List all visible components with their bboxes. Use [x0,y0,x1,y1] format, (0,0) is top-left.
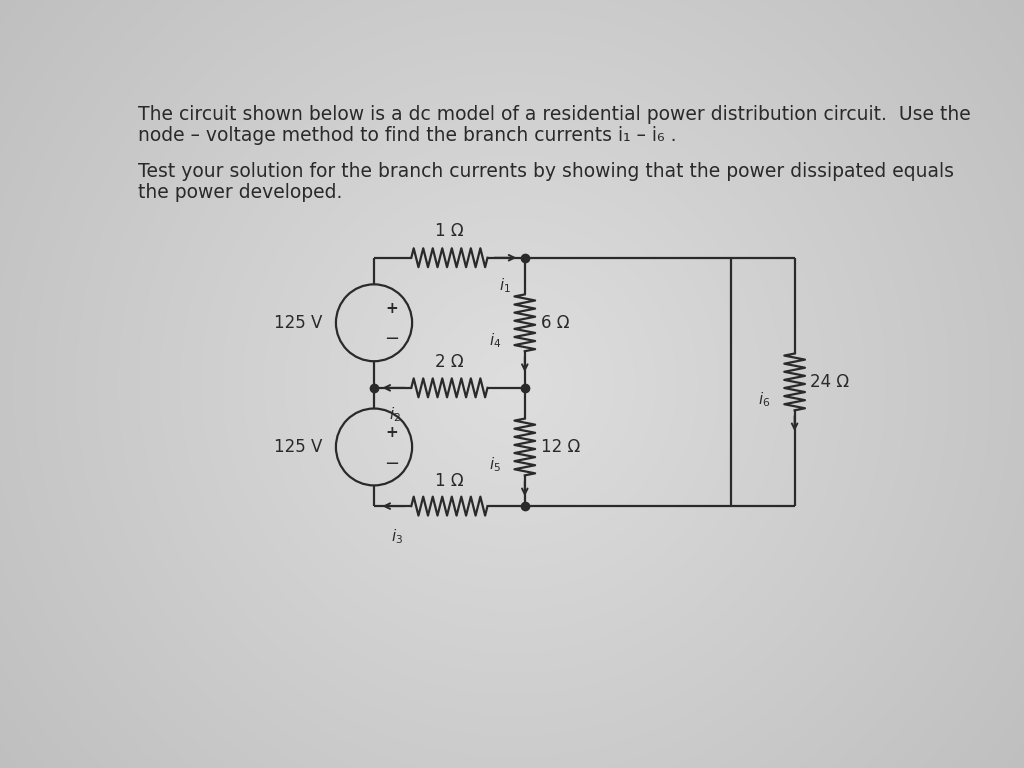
Text: −: − [384,455,399,472]
Text: 24 Ω: 24 Ω [811,373,850,391]
Text: 125 V: 125 V [274,314,323,332]
Text: The circuit shown below is a dc model of a residential power distribution circui: The circuit shown below is a dc model of… [137,105,971,124]
Text: 125 V: 125 V [274,438,323,456]
Text: $i_5$: $i_5$ [489,455,501,474]
Text: $i_6$: $i_6$ [759,390,771,409]
Text: $i_4$: $i_4$ [488,331,501,350]
Text: 2 Ω: 2 Ω [435,353,464,371]
Text: the power developed.: the power developed. [137,184,342,202]
Text: 12 Ω: 12 Ω [541,438,580,456]
Text: −: − [384,330,399,349]
Text: $i_3$: $i_3$ [391,527,403,545]
Text: $i_1$: $i_1$ [499,276,511,296]
Text: node – voltage method to find the branch currents i₁ – i₆ .: node – voltage method to find the branch… [137,127,676,145]
Text: $i_2$: $i_2$ [389,406,401,424]
Text: +: + [385,425,398,440]
Text: 1 Ω: 1 Ω [435,472,464,489]
Text: +: + [385,300,398,316]
Text: 6 Ω: 6 Ω [541,314,569,332]
Text: Test your solution for the branch currents by showing that the power dissipated : Test your solution for the branch curren… [137,162,953,181]
Text: 1 Ω: 1 Ω [435,222,464,240]
